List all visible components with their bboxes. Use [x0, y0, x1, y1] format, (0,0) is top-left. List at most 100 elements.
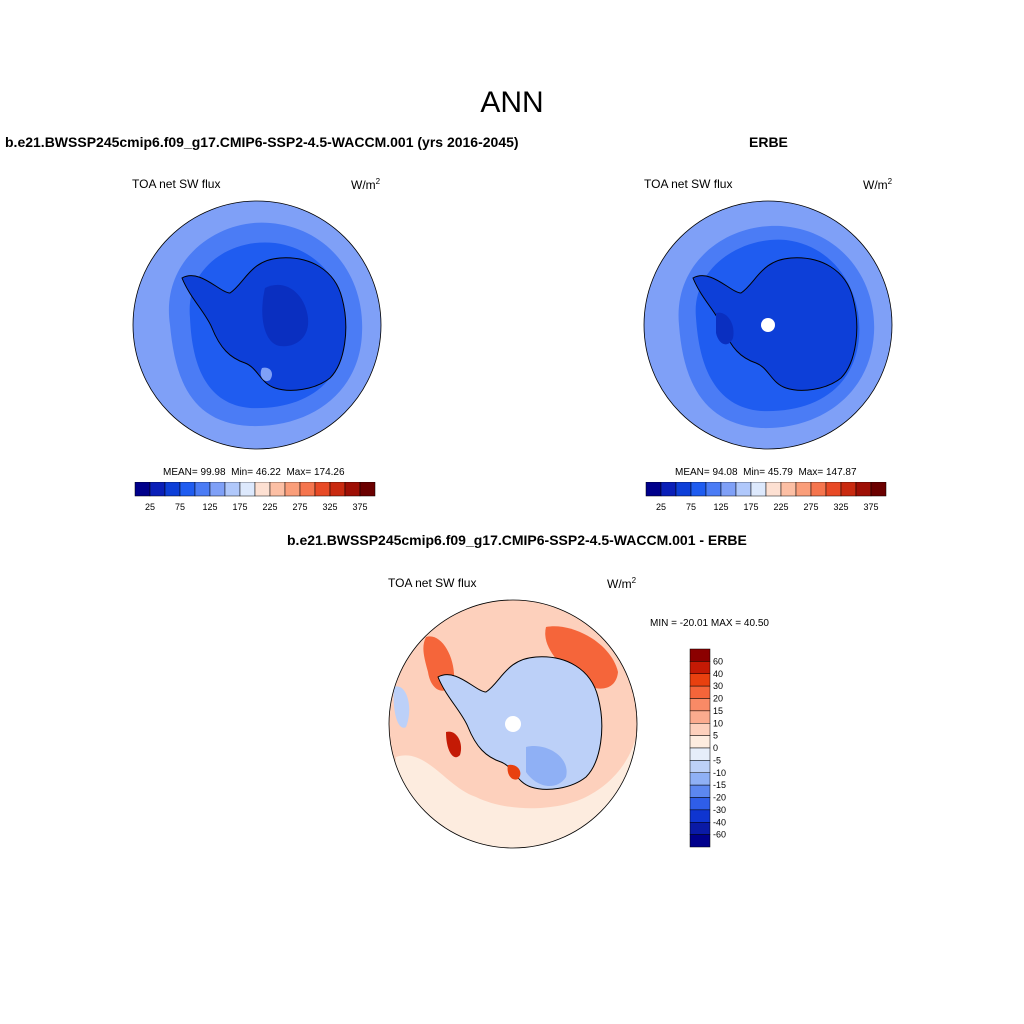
colorbar-swatch	[179, 482, 196, 497]
colorbar-swatch	[689, 760, 711, 773]
map-fill-positive-high	[545, 626, 618, 689]
map-border	[643, 200, 893, 450]
colorbar-swatch	[750, 482, 767, 497]
colorbar-tick-label: 175	[743, 502, 758, 512]
colorbar-tick-label: 25	[145, 502, 155, 512]
colorbar-swatch	[689, 834, 711, 848]
colorbar-swatch	[329, 482, 346, 497]
map-fill-patch	[260, 367, 273, 382]
panel1-variable-label: TOA net SW flux	[132, 177, 221, 191]
colorbar-swatch	[689, 822, 711, 835]
colorbar-swatch	[645, 482, 662, 497]
colorbar-swatch	[134, 482, 151, 497]
colorbar-tick-label: -10	[713, 768, 726, 778]
colorbar-tick-label: 275	[803, 502, 818, 512]
panel3-title: b.e21.BWSSP245cmip6.f09_g17.CMIP6-SSP2-4…	[287, 532, 747, 548]
map-fill-positive-peak	[446, 731, 462, 758]
colorbar-swatch	[660, 482, 677, 497]
colorbar-swatch	[269, 482, 286, 497]
panel2-units-label: W/m2	[863, 177, 893, 192]
map-fill-positive-peak	[507, 764, 521, 780]
colorbar-swatch	[855, 482, 872, 497]
colorbar-tick-label: 375	[352, 502, 367, 512]
colorbar-tick-label: 5	[713, 731, 718, 741]
colorbar-swatch	[690, 482, 707, 497]
colorbar-tick-label: -15	[713, 780, 726, 790]
colorbar-swatch	[164, 482, 181, 497]
colorbar-tick-label: 125	[713, 502, 728, 512]
colorbar-tick-label: 0	[713, 743, 718, 753]
panel1-colorbar: 25 75 125 175 225 275 325 375	[134, 482, 376, 512]
colorbar-tick-label: -20	[713, 793, 726, 803]
colorbar-tick-label: 30	[713, 681, 723, 691]
colorbar-tick-label: 60	[713, 656, 723, 666]
map-border	[388, 599, 638, 849]
colorbar-swatch	[689, 648, 711, 662]
map-fill-near-zero	[389, 737, 637, 848]
colorbar-swatch	[765, 482, 782, 497]
colorbar-swatch	[689, 685, 711, 699]
colorbar-tick-label: -30	[713, 805, 726, 815]
panel3-units-label: W/m2	[607, 576, 637, 591]
panel2-colorbar: 25 75 125 175 225 275 325 375	[645, 482, 887, 512]
colorbar-swatch	[314, 482, 331, 497]
colorbar-swatch	[239, 482, 256, 497]
colorbar-tick-label: 325	[833, 502, 848, 512]
colorbar-swatch	[299, 482, 316, 497]
colorbar-tick-label: 75	[686, 502, 696, 512]
map-missing-data	[761, 318, 775, 332]
colorbar-swatch	[209, 482, 226, 497]
colorbar-swatch	[810, 482, 827, 497]
colorbar-tick-label: -40	[713, 817, 726, 827]
colorbar-swatch	[149, 482, 166, 497]
colorbar-swatch	[735, 482, 752, 497]
panel2-variable-label: TOA net SW flux	[644, 177, 733, 191]
colorbar-swatch	[689, 747, 711, 761]
colorbar-tick-label: 10	[713, 718, 723, 728]
map-fill-plateau	[262, 284, 309, 347]
colorbar-swatch	[689, 809, 711, 823]
colorbar-swatch	[870, 482, 887, 497]
panel1-title: b.e21.BWSSP245cmip6.f09_g17.CMIP6-SSP2-4…	[5, 134, 519, 150]
panel3-variable-label: TOA net SW flux	[388, 576, 477, 590]
map-missing-data	[505, 716, 521, 732]
colorbar-swatch	[825, 482, 842, 497]
colorbar-swatch	[795, 482, 812, 497]
panel3-colorbar: 60 40 30 20 15 10 5 0 -5 -10 -15 -20 -30 -40 -60	[689, 648, 726, 848]
colorbar-swatch	[689, 784, 711, 798]
colorbar-tick-label: 175	[232, 502, 247, 512]
panel1-units-label: W/m2	[351, 177, 381, 192]
colorbar-swatch	[689, 735, 711, 749]
colorbar-swatch	[689, 661, 711, 674]
panel3-stats: MIN = -20.01 MAX = 40.50	[650, 618, 769, 629]
colorbar-swatch	[675, 482, 692, 497]
colorbar-tick-label: -60	[713, 830, 726, 840]
panel2-stats: MEAN= 94.08 Min= 45.79 Max= 147.87	[675, 467, 857, 478]
colorbar-tick-label: 325	[322, 502, 337, 512]
colorbar-tick-label: 20	[713, 694, 723, 704]
panel3-polar-map	[388, 599, 638, 849]
panel2-polar-map	[643, 200, 893, 450]
map-fill-negative	[526, 746, 567, 787]
colorbar-tick-label: -5	[713, 755, 721, 765]
colorbar-tick-label: 225	[773, 502, 788, 512]
colorbar-tick-label: 125	[202, 502, 217, 512]
panel2-title: ERBE	[749, 134, 788, 150]
colorbar-swatch	[689, 673, 711, 687]
colorbar-swatch	[359, 482, 376, 497]
map-fill-negative	[393, 686, 410, 728]
colorbar-tick-label: 75	[175, 502, 185, 512]
colorbar-swatch	[194, 482, 211, 497]
colorbar-swatch	[689, 797, 711, 811]
map-fill-patch	[716, 312, 734, 345]
colorbar-swatch	[344, 482, 361, 497]
colorbar-swatch	[689, 723, 711, 736]
colorbar-tick-label: 15	[713, 706, 723, 716]
panel1-polar-map	[132, 200, 382, 450]
colorbar-tick-label: 275	[292, 502, 307, 512]
colorbar-swatch	[705, 482, 722, 497]
colorbar-swatch	[284, 482, 301, 497]
colorbar-swatch	[840, 482, 857, 497]
colorbar-tick-label: 40	[713, 669, 723, 679]
colorbar-tick-label: 25	[656, 502, 666, 512]
